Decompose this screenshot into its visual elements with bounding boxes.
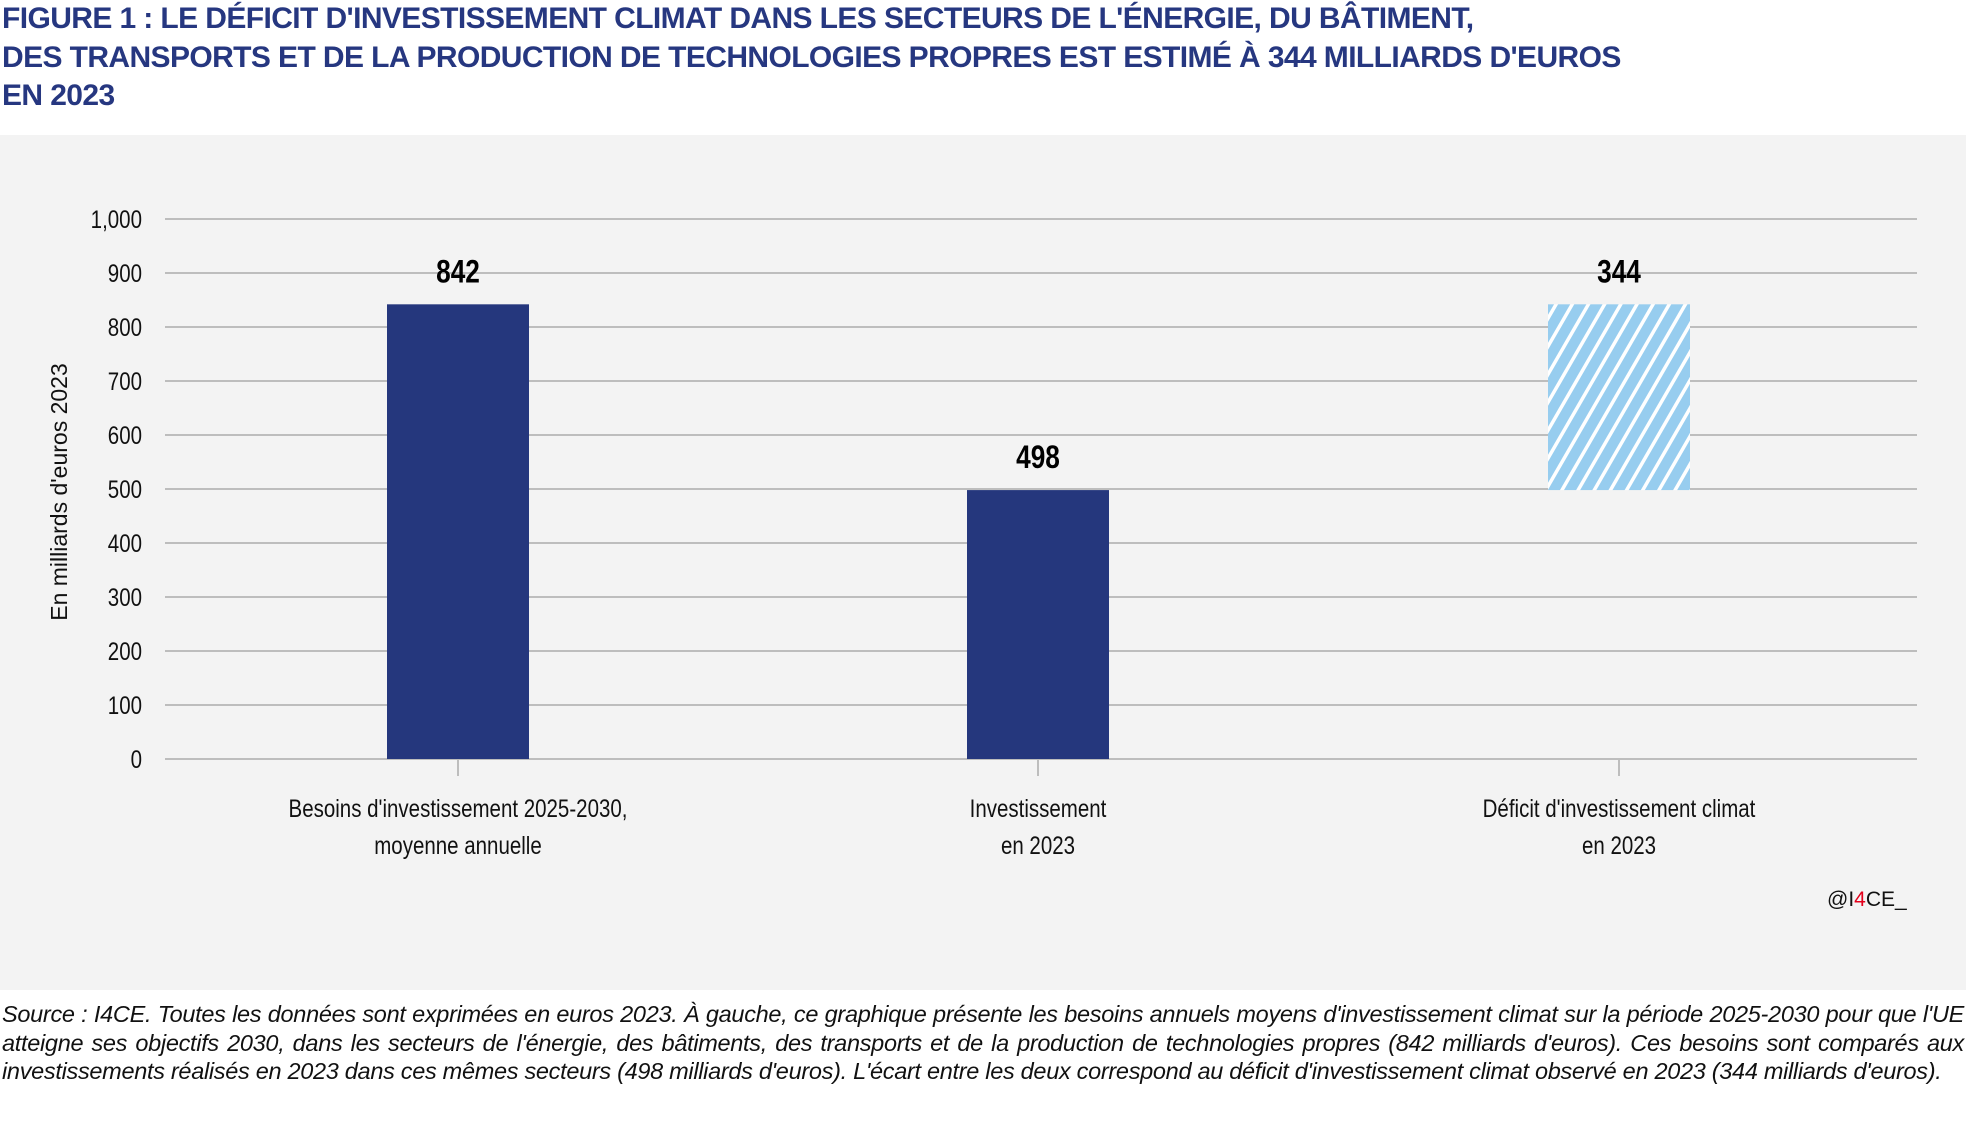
bars bbox=[387, 304, 1690, 759]
x-category-label: en 2023 bbox=[1582, 831, 1656, 859]
brand-handle: @I4CE_ bbox=[1827, 888, 1907, 912]
y-tick-label: 200 bbox=[108, 637, 142, 665]
bar bbox=[1548, 304, 1690, 491]
x-category-label: moyenne annuelle bbox=[374, 831, 542, 859]
y-axis-title: En milliards d'euros 2023 bbox=[46, 363, 72, 621]
title-line: EN 2023 bbox=[2, 79, 115, 112]
y-tick-label: 100 bbox=[108, 691, 142, 719]
brand-accent: 4 bbox=[1854, 888, 1866, 911]
data-label: 498 bbox=[1016, 441, 1060, 476]
brand-suffix: CE_ bbox=[1865, 888, 1907, 911]
brand-prefix: @I bbox=[1827, 888, 1855, 911]
y-tick-label: 600 bbox=[108, 421, 142, 449]
x-category-label: Déficit d'investissement climat bbox=[1483, 794, 1756, 822]
title-line: FIGURE 1 : LE DÉFICIT D'INVESTISSEMENT C… bbox=[2, 2, 1474, 35]
x-category-label: en 2023 bbox=[1001, 831, 1075, 859]
y-tick-label: 700 bbox=[108, 367, 142, 395]
y-tick-label: 500 bbox=[108, 475, 142, 503]
labels: 0 100 200 300 400 500 600 700 800 900 1,000 En mill… bbox=[46, 205, 1756, 859]
data-label: 842 bbox=[436, 255, 480, 290]
y-tick-label: 1,000 bbox=[91, 205, 142, 233]
figure-title: FIGURE 1 : LE DÉFICIT D'INVESTISSEMENT C… bbox=[2, 0, 1966, 116]
x-category-label: Investissement bbox=[970, 794, 1107, 822]
y-tick-label: 900 bbox=[108, 259, 142, 287]
y-tick-label: 800 bbox=[108, 313, 142, 341]
y-tick-label: 300 bbox=[108, 583, 142, 611]
source-note: Source : I4CE. Toutes les données sont e… bbox=[2, 1001, 1964, 1084]
y-tick-label: 0 bbox=[131, 745, 142, 773]
y-tick-label: 400 bbox=[108, 529, 142, 557]
bar-chart: 0 100 200 300 400 500 600 700 800 900 1,000 En mill… bbox=[46, 205, 1917, 859]
x-category-label: Besoins d'investissement 2025-2030, bbox=[289, 794, 628, 822]
bar bbox=[387, 304, 529, 759]
title-line: DES TRANSPORTS ET DE LA PRODUCTION DE TE… bbox=[2, 40, 1621, 74]
bar bbox=[967, 490, 1109, 759]
data-label: 344 bbox=[1597, 255, 1641, 290]
